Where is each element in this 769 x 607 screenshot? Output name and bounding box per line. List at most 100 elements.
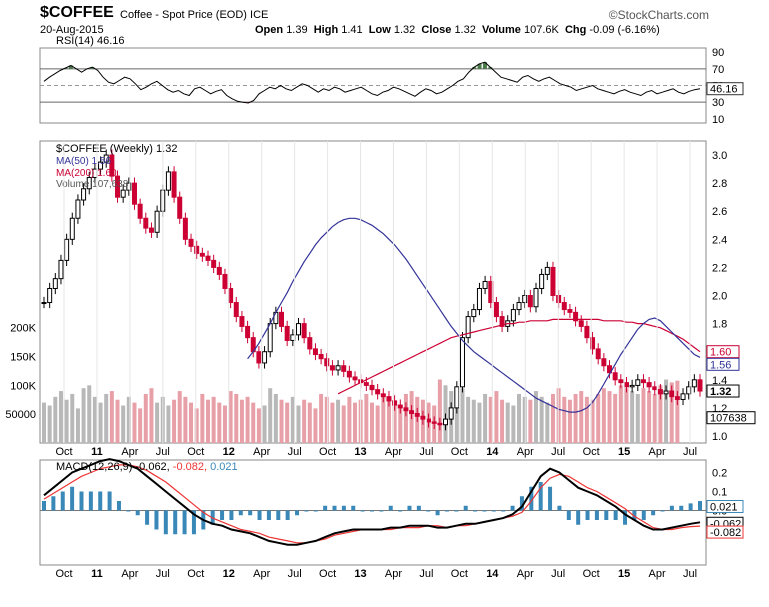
macd-panel: 0.20.10.00.021-0.062-0.082MACD(12,26,9) …: [39, 458, 744, 580]
price-tick-label: 2.2: [712, 262, 727, 274]
volume-bar: [206, 399, 210, 443]
volume-bar: [584, 396, 589, 443]
volume-bar: [177, 391, 182, 443]
ma50-value-box: [706, 357, 740, 371]
candle-body: [618, 379, 624, 384]
macd-x-label: 15: [618, 568, 630, 580]
macd-histogram-bar: [548, 486, 553, 511]
volume-bar: [290, 396, 295, 443]
volume-legend: Volume 107,638: [56, 179, 129, 190]
macd-histogram-bar: [88, 491, 93, 511]
volume-bar: [42, 402, 46, 443]
price-x-label: Oct: [319, 446, 336, 458]
price-x-label: 14: [486, 446, 499, 458]
volume-bar: [279, 399, 284, 443]
macd-histogram-bar: [257, 510, 262, 520]
volume-bar: [324, 396, 329, 443]
price-tick-label: 3.0: [712, 150, 727, 162]
candle-body: [312, 348, 318, 356]
chart-header: $COFFEE Coffee - Spot Price (EOD) ICE ©S…: [0, 0, 769, 38]
volume-bar: [81, 388, 86, 443]
candle-body: [137, 203, 143, 219]
volume-bar: [596, 393, 601, 443]
macd-histogram-bar: [51, 496, 56, 511]
volume-bar: [104, 393, 109, 443]
candle-body: [635, 379, 641, 386]
candle-body: [369, 384, 375, 391]
rsi-tick-label: 30: [712, 97, 724, 109]
volume-bar: [624, 388, 629, 443]
volume-bar: [92, 396, 97, 443]
volume-bar: [319, 393, 324, 443]
price-tick-label: 2.4: [712, 234, 727, 246]
volume-bar: [477, 402, 482, 443]
rsi-legend: RSI(14) 46.16: [56, 35, 124, 47]
volume-bar: [403, 393, 408, 443]
volume-bar: [545, 402, 550, 443]
volume-bar: [573, 393, 578, 443]
candle-body: [346, 370, 352, 378]
rsi-line: [43, 61, 701, 104]
price-x-label: Oct: [583, 446, 600, 458]
macd-value-box: [706, 525, 744, 539]
candle-body: [431, 421, 437, 424]
rsi-current-box: [706, 82, 744, 96]
macd-histogram-bar: [107, 491, 112, 511]
candle-body: [629, 384, 635, 388]
volume-bar: [652, 393, 657, 443]
volume-bar: [47, 405, 52, 443]
macd-histogram-bar: [238, 510, 243, 516]
volume-bar: [613, 393, 618, 443]
candle-body: [375, 389, 381, 395]
macd-histogram-bar: [491, 510, 496, 512]
volume-bar: [194, 408, 199, 443]
volume-bar: [675, 380, 680, 443]
volume-bar: [392, 402, 397, 443]
macd-histogram-bar: [454, 510, 459, 512]
volume-bar: [132, 402, 137, 443]
candle-body: [301, 323, 307, 339]
candle-body: [262, 351, 268, 364]
macd-histogram-bar: [473, 510, 478, 512]
volume-bar: [121, 405, 126, 443]
volume-bar: [313, 408, 318, 443]
candle-body: [595, 348, 601, 360]
volume-bar: [336, 399, 341, 443]
candle-body: [533, 287, 539, 308]
candle-body: [674, 396, 680, 400]
macd-x-label: Apr: [253, 568, 270, 580]
price-tick-label: 1.8: [712, 319, 727, 331]
candle-body: [126, 182, 132, 191]
candle-body: [222, 273, 228, 289]
volume-bar: [183, 396, 188, 443]
chart-date: 20-Aug-2015: [40, 24, 104, 36]
candle-body: [397, 404, 403, 409]
macd-histogram-bar: [154, 510, 159, 530]
rsi-tick-label: 90: [712, 47, 724, 59]
volume-bar: [364, 393, 369, 443]
macd-x-label: Oct: [319, 568, 336, 580]
volume-bar: [251, 402, 256, 443]
macd-value-text: -0.082: [710, 527, 741, 539]
volume-tick-label: 100K: [10, 380, 36, 392]
volume-bar: [528, 399, 533, 443]
volume-bar: [285, 402, 290, 443]
volume-bar: [381, 396, 386, 443]
candle-body: [590, 337, 596, 350]
macd-histogram-bar: [594, 510, 599, 520]
candle-body: [284, 325, 290, 341]
volume-bar: [590, 399, 595, 443]
price-x-label: Oct: [451, 446, 468, 458]
macd-histogram-bar: [79, 491, 84, 511]
close-value-box: [706, 384, 740, 398]
volume-bar: [641, 388, 646, 443]
volume-bar: [64, 399, 69, 443]
candle-body: [510, 309, 516, 322]
price-x-label: Jul: [683, 446, 697, 458]
price-x-label: 12: [223, 446, 235, 458]
macd-x-label: 12: [223, 568, 235, 580]
volume-bar: [539, 396, 544, 443]
macd-histogram-bar: [510, 505, 515, 511]
volume-bar: [228, 391, 233, 443]
